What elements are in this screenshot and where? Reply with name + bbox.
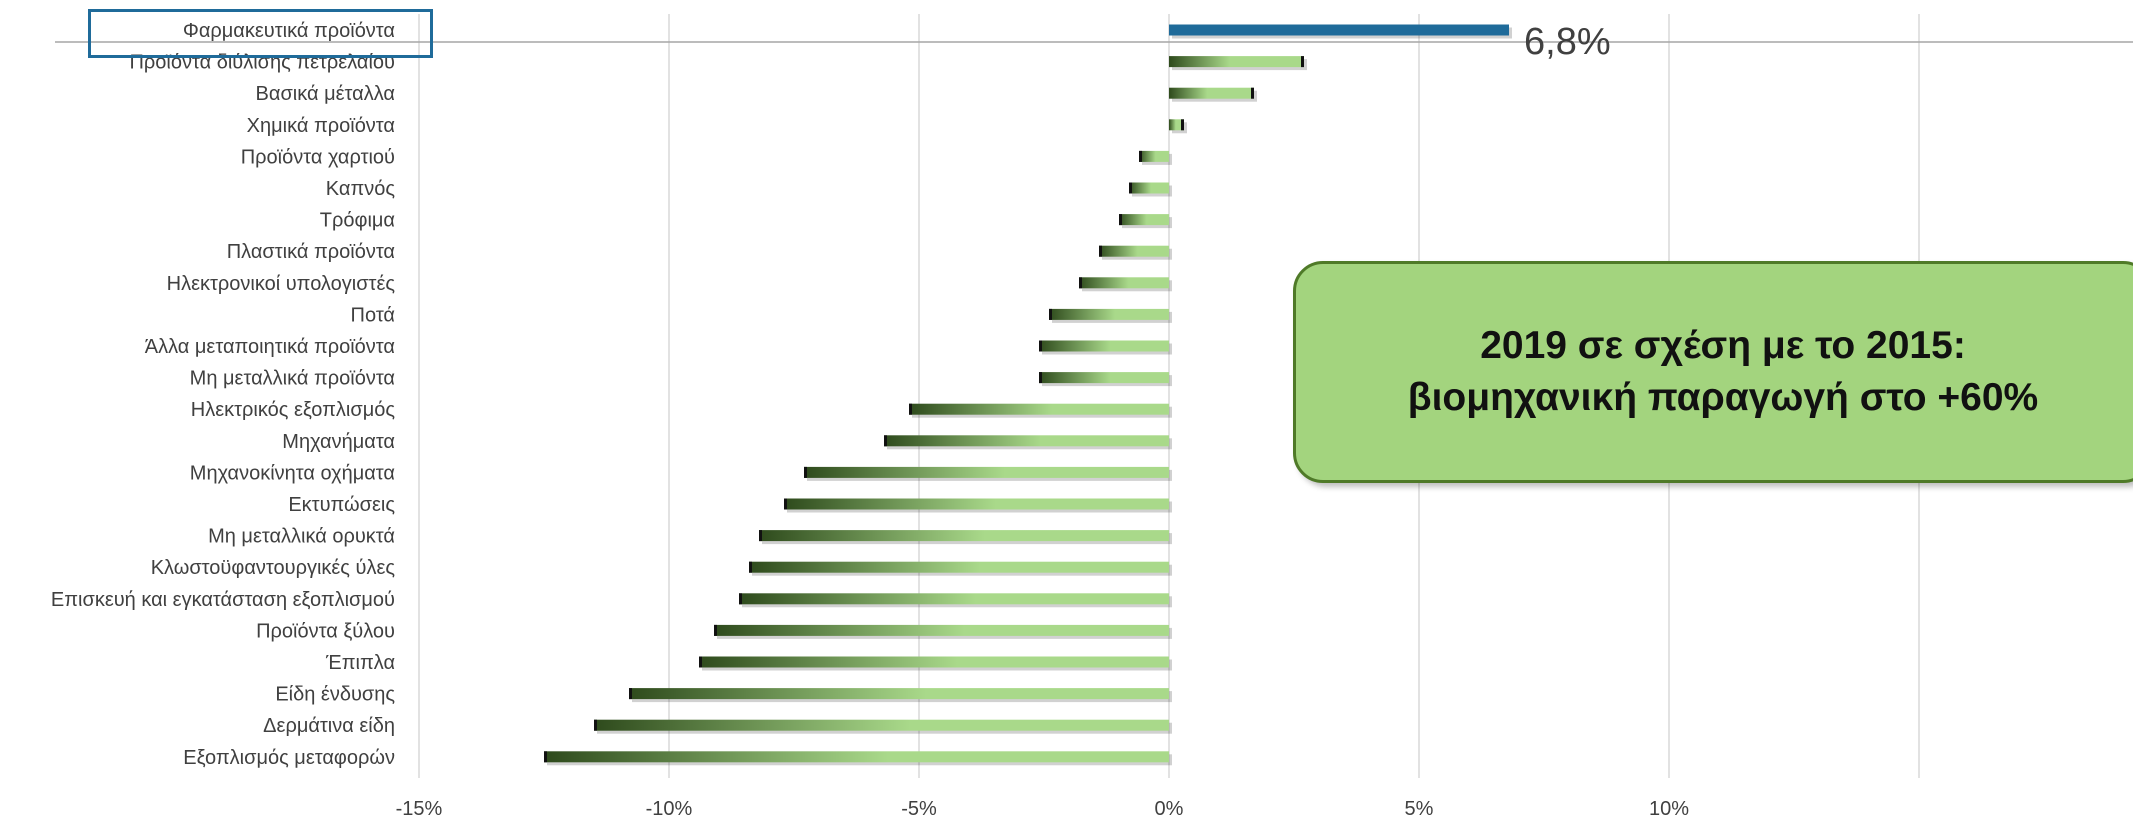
- bar-end-cap: [1301, 56, 1304, 68]
- highlight-value-label: 6,8%: [1524, 21, 1611, 63]
- bar-end-cap: [1139, 150, 1142, 162]
- callout-box: 2019 σε σχέση με το 2015: βιομηχανική πα…: [1293, 261, 2133, 483]
- category-label: Προϊόντα ξύλου: [256, 620, 395, 642]
- bar-end-cap: [544, 751, 547, 763]
- x-tick-label: 0%: [1155, 798, 1184, 817]
- x-tick-label: -10%: [646, 798, 693, 817]
- category-label: Έπιπλα: [325, 652, 395, 674]
- bar: [699, 656, 1169, 668]
- category-label: Μηχανοκίνητα οχήματα: [190, 462, 395, 484]
- bar-end-cap: [804, 466, 807, 478]
- bar: [804, 466, 1169, 478]
- bar-end-cap: [1049, 308, 1052, 320]
- x-tick-label: 10%: [1649, 798, 1689, 817]
- bar-end-cap: [1181, 119, 1184, 131]
- category-label: Πλαστικά προϊόντα: [227, 241, 395, 263]
- bar: [884, 435, 1169, 447]
- bars: [544, 24, 1512, 766]
- bar: [909, 403, 1169, 415]
- bar-end-cap: [784, 498, 787, 510]
- bar-end-cap: [1079, 277, 1082, 289]
- bar-end-cap: [1129, 182, 1132, 194]
- highlight-box: [88, 9, 433, 58]
- bar: [1139, 150, 1169, 162]
- category-label: Εκτυπώσεις: [288, 494, 395, 516]
- category-label: Επισκευή και εγκατάσταση εξοπλισμού: [51, 589, 395, 611]
- category-label: Χημικά προϊόντα: [247, 115, 395, 137]
- bar-end-cap: [594, 719, 597, 731]
- x-tick-label: 5%: [1405, 798, 1434, 817]
- bar-end-cap: [759, 530, 762, 542]
- category-label: Καπνός: [326, 178, 396, 200]
- category-label: Προϊόντα χαρτιού: [241, 146, 395, 168]
- x-axis-tick-labels: -15% -10% -5% 0% 5% 10%: [396, 798, 1690, 817]
- bar: [749, 561, 1169, 573]
- category-label: Είδη ένδυσης: [275, 684, 395, 706]
- category-label: Μη μεταλλικά ορυκτά: [208, 526, 395, 548]
- bar: [1129, 182, 1169, 194]
- category-label: Ηλεκτρικός εξοπλισμός: [191, 399, 396, 421]
- bar-end-cap: [1251, 87, 1254, 99]
- category-label: Μη μεταλλικά προϊόντα: [190, 368, 395, 390]
- x-tick-label: -15%: [396, 798, 443, 817]
- bar: [594, 719, 1169, 731]
- bar: [1169, 119, 1184, 131]
- category-label: Κλωστοϋφαντουργικές ύλες: [151, 557, 396, 579]
- category-label: Βασικά μέταλλα: [256, 83, 395, 105]
- bar: [629, 688, 1169, 700]
- bar-end-cap: [699, 656, 702, 668]
- bar: [1049, 308, 1169, 320]
- bar-end-cap: [749, 561, 752, 573]
- callout-line-2: βιομηχανική παραγωγή στο +60%: [1407, 376, 2039, 419]
- bar: [1039, 372, 1169, 384]
- bar-end-cap: [1039, 340, 1042, 352]
- bar-end-cap: [739, 593, 742, 605]
- bar-end-cap: [1039, 372, 1042, 384]
- bar-end-cap: [714, 624, 717, 636]
- bar: [1119, 214, 1169, 226]
- category-label: Εξοπλισμός μεταφορών: [183, 747, 395, 769]
- bar: [1079, 277, 1169, 289]
- category-label: Δερμάτινα είδη: [263, 715, 395, 737]
- bar: [1169, 24, 1509, 36]
- category-label: Άλλα μεταποιητικά προϊόντα: [145, 336, 395, 358]
- bar-end-cap: [884, 435, 887, 447]
- category-label: Τρόφιμα: [320, 210, 395, 232]
- category-label: Ηλεκτρονικοί υπολογιστές: [167, 273, 396, 295]
- callout-line-1: 2019 σε σχέση με το 2015:: [1480, 324, 1966, 367]
- bar: [1099, 245, 1169, 257]
- bar-end-cap: [1099, 245, 1102, 257]
- bar: [544, 751, 1169, 763]
- bar: [784, 498, 1169, 510]
- bar-end-cap: [629, 688, 632, 700]
- bar: [1169, 87, 1254, 99]
- bar: [1169, 56, 1304, 68]
- annotations: 6,8%: [55, 21, 2133, 63]
- bar: [739, 593, 1169, 605]
- bar-end-cap: [909, 403, 912, 415]
- category-label: Ποτά: [351, 304, 395, 326]
- bar: [714, 624, 1169, 636]
- category-label: Μηχανήματα: [282, 431, 395, 453]
- bar: [1039, 340, 1169, 352]
- bar-end-cap: [1119, 214, 1122, 226]
- bar: [759, 530, 1169, 542]
- category-label: Φαρμακευτικά προϊόντα: [183, 20, 395, 42]
- x-tick-label: -5%: [901, 798, 937, 817]
